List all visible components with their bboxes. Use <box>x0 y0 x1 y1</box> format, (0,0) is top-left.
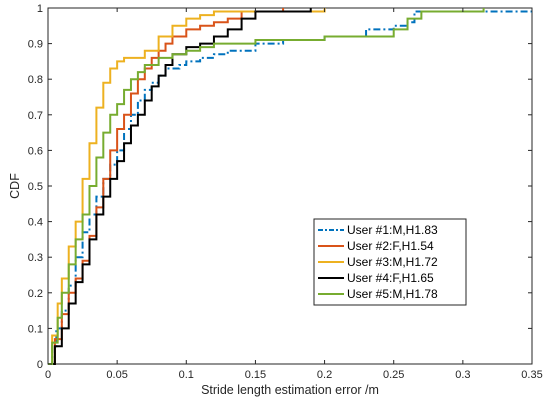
y-tick-label: 0.7 <box>28 110 43 122</box>
y-tick-label: 0.6 <box>28 145 43 157</box>
legend-entry: User #1:M,H1.83 <box>347 223 438 237</box>
x-tick-label: 0.1 <box>179 369 194 381</box>
y-tick-label: 1 <box>37 3 43 15</box>
axis-ticks: 0 0.05 0.1 0.15 0.2 0.25 0.3 0.35 0 0.1 0.2 0.3 0.4 0… <box>28 3 543 381</box>
series-line-4 <box>48 8 312 365</box>
x-tick-label: 0 <box>45 369 51 381</box>
x-axis-label: Stride length estimation error /m <box>201 383 379 397</box>
legend-entry: User #2:F,H1.54 <box>347 239 434 253</box>
x-tick-label: 0.2 <box>317 369 332 381</box>
x-tick-label: 0.3 <box>455 369 470 381</box>
y-tick-label: 0.9 <box>28 39 43 51</box>
legend: User #1:M,H1.83 User #2:F,H1.54 User #3:M,… <box>313 218 467 306</box>
y-tick-label: 0.1 <box>28 323 43 335</box>
y-tick-label: 0 <box>37 359 43 371</box>
y-tick-label: 0.5 <box>28 181 43 193</box>
x-tick-label: 0.25 <box>383 369 404 381</box>
legend-entry: User #5:M,H1.78 <box>347 287 438 301</box>
series-line-2 <box>48 8 285 365</box>
legend-entry: User #3:M,H1.72 <box>347 255 438 269</box>
y-tick-label: 0.3 <box>28 252 43 264</box>
y-axis-label: CDF <box>8 173 22 199</box>
y-tick-label: 0.4 <box>28 217 43 229</box>
x-tick-label: 0.15 <box>245 369 266 381</box>
x-tick-label: 0.35 <box>521 369 542 381</box>
x-tick-label: 0.05 <box>106 369 127 381</box>
plot-area <box>47 7 533 365</box>
legend-entry: User #4:F,H1.65 <box>347 271 434 285</box>
series-line-5 <box>48 8 485 365</box>
series-line-3 <box>48 8 326 365</box>
y-tick-label: 0.8 <box>28 74 43 86</box>
y-tick-label: 0.2 <box>28 288 43 300</box>
